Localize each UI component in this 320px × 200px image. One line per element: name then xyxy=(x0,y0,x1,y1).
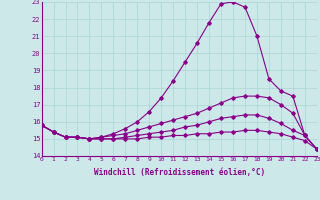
X-axis label: Windchill (Refroidissement éolien,°C): Windchill (Refroidissement éolien,°C) xyxy=(94,168,265,177)
